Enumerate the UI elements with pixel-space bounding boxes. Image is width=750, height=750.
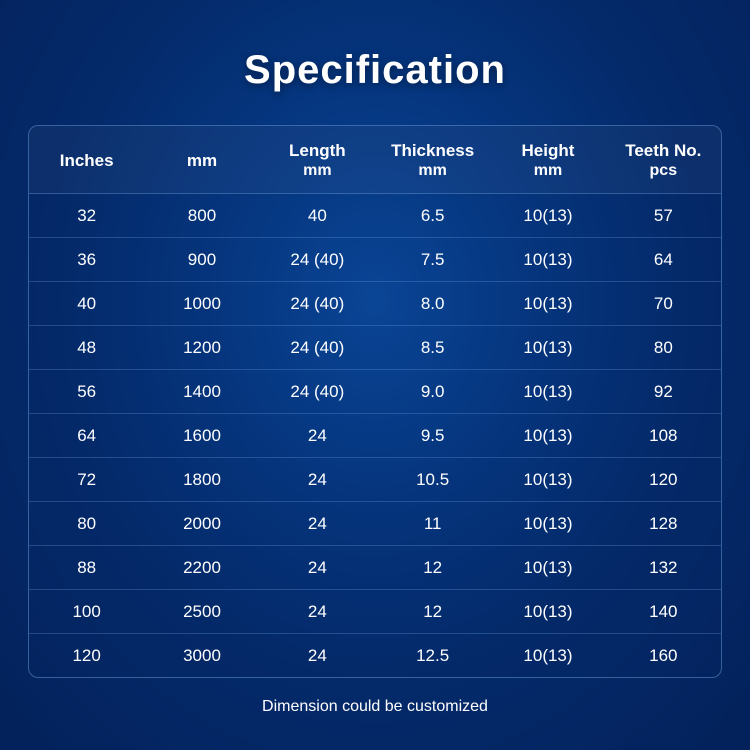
- table-cell: 10.5: [375, 458, 490, 502]
- table-cell: 10(13): [490, 326, 605, 370]
- table-cell: 24: [260, 546, 375, 590]
- table-cell: 1000: [144, 282, 259, 326]
- table-cell: 3000: [144, 634, 259, 678]
- table-cell: 10(13): [490, 590, 605, 634]
- table-cell: 24: [260, 458, 375, 502]
- table-cell: 12: [375, 546, 490, 590]
- table-cell: 36: [29, 238, 144, 282]
- table-cell: 24: [260, 414, 375, 458]
- table-cell: 64: [29, 414, 144, 458]
- table-cell: 72: [29, 458, 144, 502]
- table-cell: 9.0: [375, 370, 490, 414]
- table-cell: 12: [375, 590, 490, 634]
- table-cell: 24: [260, 502, 375, 546]
- table-cell: 10(13): [490, 282, 605, 326]
- table-cell: 12.5: [375, 634, 490, 678]
- table-row: 12030002412.510(13)160: [29, 634, 721, 678]
- table-cell: 48: [29, 326, 144, 370]
- table-cell: 10(13): [490, 370, 605, 414]
- footer-note: Dimension could be customized: [0, 678, 750, 716]
- col-header-length: Length mm: [260, 126, 375, 194]
- table-cell: 100: [29, 590, 144, 634]
- table-cell: 24 (40): [260, 370, 375, 414]
- table-cell: 57: [606, 194, 721, 238]
- table-row: 3690024 (40)7.510(13)64: [29, 238, 721, 282]
- col-header-sub: mm: [494, 161, 601, 181]
- table-cell: 64: [606, 238, 721, 282]
- table-cell: 900: [144, 238, 259, 282]
- table-cell: 2500: [144, 590, 259, 634]
- table-cell: 128: [606, 502, 721, 546]
- table-cell: 9.5: [375, 414, 490, 458]
- table-header-row: Inches mm Length mm Thickness mm Height: [29, 126, 721, 194]
- table-cell: 800: [144, 194, 259, 238]
- table-cell: 40: [260, 194, 375, 238]
- table-cell: 1200: [144, 326, 259, 370]
- table-cell: 24 (40): [260, 238, 375, 282]
- table-cell: 120: [606, 458, 721, 502]
- table-cell: 1800: [144, 458, 259, 502]
- table-row: 882200241210(13)132: [29, 546, 721, 590]
- col-header-thickness: Thickness mm: [375, 126, 490, 194]
- table-cell: 132: [606, 546, 721, 590]
- col-header-label: mm: [187, 151, 217, 170]
- col-header-sub: mm: [379, 161, 486, 181]
- col-header-label: Inches: [60, 151, 114, 170]
- table-row: 7218002410.510(13)120: [29, 458, 721, 502]
- table-row: 802000241110(13)128: [29, 502, 721, 546]
- table-cell: 108: [606, 414, 721, 458]
- table-row: 1002500241210(13)140: [29, 590, 721, 634]
- table-cell: 8.5: [375, 326, 490, 370]
- table-cell: 10(13): [490, 414, 605, 458]
- table-body: 32800406.510(13)573690024 (40)7.510(13)6…: [29, 194, 721, 678]
- spec-table: Inches mm Length mm Thickness mm Height: [29, 126, 721, 677]
- col-header-label: Thickness: [391, 141, 474, 160]
- table-cell: 6.5: [375, 194, 490, 238]
- table-cell: 11: [375, 502, 490, 546]
- spec-table-container: Inches mm Length mm Thickness mm Height: [28, 125, 722, 678]
- table-cell: 1600: [144, 414, 259, 458]
- table-cell: 120: [29, 634, 144, 678]
- table-cell: 10(13): [490, 502, 605, 546]
- table-cell: 88: [29, 546, 144, 590]
- table-cell: 32: [29, 194, 144, 238]
- table-cell: 160: [606, 634, 721, 678]
- table-cell: 56: [29, 370, 144, 414]
- table-cell: 8.0: [375, 282, 490, 326]
- col-header-mm: mm: [144, 126, 259, 194]
- table-cell: 24: [260, 590, 375, 634]
- table-cell: 24: [260, 634, 375, 678]
- table-cell: 10(13): [490, 238, 605, 282]
- col-header-sub: pcs: [610, 161, 717, 181]
- table-row: 32800406.510(13)57: [29, 194, 721, 238]
- table-cell: 24 (40): [260, 326, 375, 370]
- table-row: 56140024 (40)9.010(13)92: [29, 370, 721, 414]
- table-row: 641600249.510(13)108: [29, 414, 721, 458]
- col-header-label: Teeth No.: [625, 141, 701, 160]
- table-row: 48120024 (40)8.510(13)80: [29, 326, 721, 370]
- table-cell: 10(13): [490, 194, 605, 238]
- table-cell: 10(13): [490, 634, 605, 678]
- table-cell: 7.5: [375, 238, 490, 282]
- table-cell: 10(13): [490, 458, 605, 502]
- page-title: Specification: [0, 0, 750, 125]
- col-header-height: Height mm: [490, 126, 605, 194]
- col-header-inches: Inches: [29, 126, 144, 194]
- table-cell: 2000: [144, 502, 259, 546]
- table-cell: 24 (40): [260, 282, 375, 326]
- col-header-sub: mm: [264, 161, 371, 181]
- col-header-teeth: Teeth No. pcs: [606, 126, 721, 194]
- col-header-label: Length: [289, 141, 346, 160]
- col-header-label: Height: [522, 141, 575, 160]
- table-cell: 1400: [144, 370, 259, 414]
- table-cell: 80: [606, 326, 721, 370]
- table-cell: 2200: [144, 546, 259, 590]
- table-cell: 140: [606, 590, 721, 634]
- table-cell: 70: [606, 282, 721, 326]
- table-cell: 80: [29, 502, 144, 546]
- table-cell: 10(13): [490, 546, 605, 590]
- table-row: 40100024 (40)8.010(13)70: [29, 282, 721, 326]
- table-cell: 40: [29, 282, 144, 326]
- table-cell: 92: [606, 370, 721, 414]
